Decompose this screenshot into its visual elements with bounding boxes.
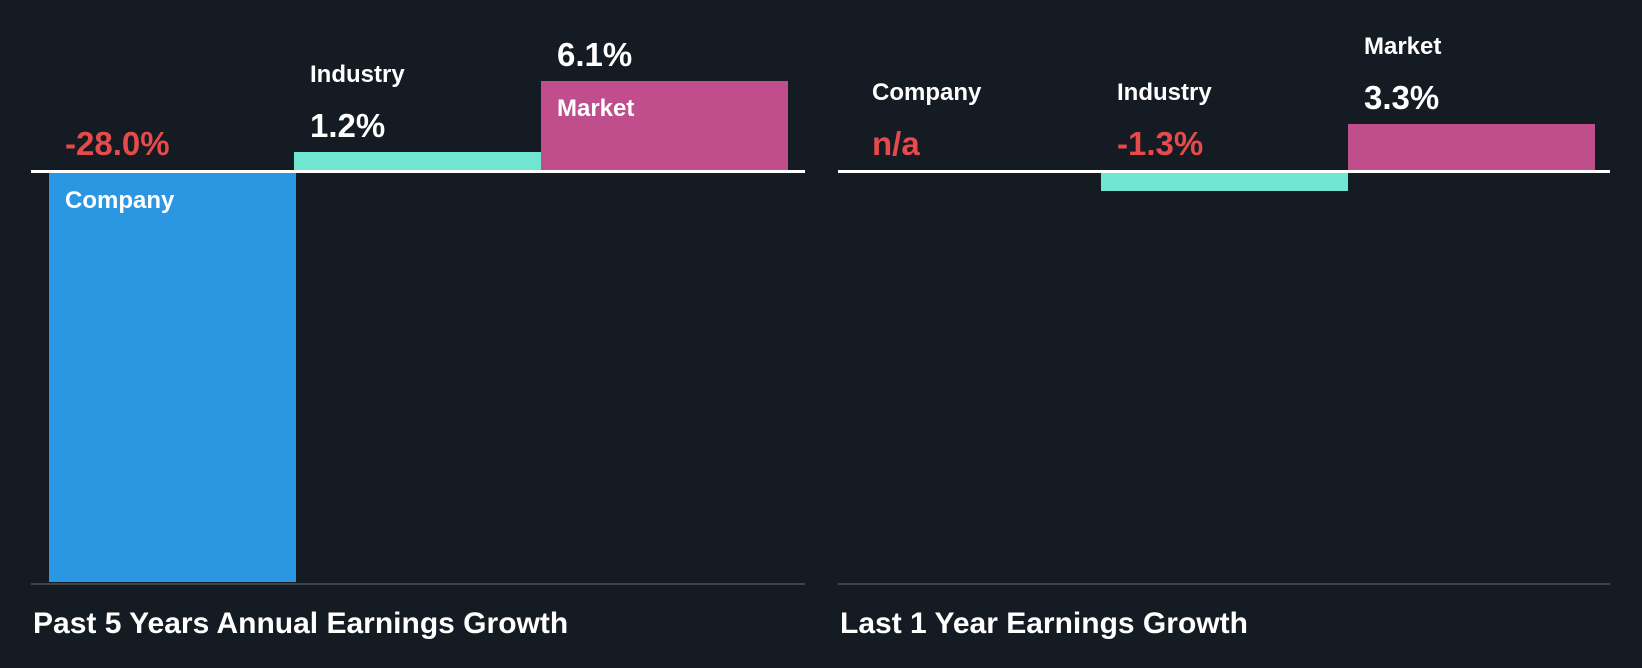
plot-area-last-1-year: n/a Company -1.3% Industry 3.3% Market xyxy=(838,0,1610,668)
category-label-industry: Industry xyxy=(310,61,405,88)
value-label-industry: 1.2% xyxy=(310,107,386,144)
category-label-industry: Industry xyxy=(1117,79,1212,106)
category-label-market: Market xyxy=(1364,33,1442,60)
bar-industry xyxy=(294,152,541,170)
bottom-axis-line xyxy=(31,583,805,585)
bottom-axis-line xyxy=(838,583,1610,585)
category-label-company: Company xyxy=(872,79,982,106)
value-label-market: 6.1% xyxy=(557,36,633,73)
chart-title-past-5-years: Past 5 Years Annual Earnings Growth xyxy=(33,607,569,640)
category-label-company: Company xyxy=(65,187,175,214)
chart-title-last-1-year: Last 1 Year Earnings Growth xyxy=(840,607,1248,640)
plot-area-past-5-years: -28.0% Company 1.2% Industry 6.1% Market xyxy=(31,0,805,668)
value-label-company: -28.0% xyxy=(65,125,170,162)
value-label-company: n/a xyxy=(872,125,920,162)
bar-industry xyxy=(1101,173,1348,191)
zero-baseline xyxy=(31,170,805,173)
value-label-industry: -1.3% xyxy=(1117,125,1204,162)
value-label-market: 3.3% xyxy=(1364,79,1440,116)
category-label-market: Market xyxy=(557,95,635,122)
bar-market xyxy=(1348,124,1595,170)
chart-past-5-years-earnings-growth: -28.0% Company 1.2% Industry 6.1% Market Past… xyxy=(31,0,805,668)
zero-baseline xyxy=(838,170,1610,173)
chart-last-1-year-earnings-growth: n/a Company -1.3% Industry 3.3% Market Last 1… xyxy=(838,0,1610,668)
bar-market xyxy=(541,81,788,170)
bar-company xyxy=(49,173,296,582)
